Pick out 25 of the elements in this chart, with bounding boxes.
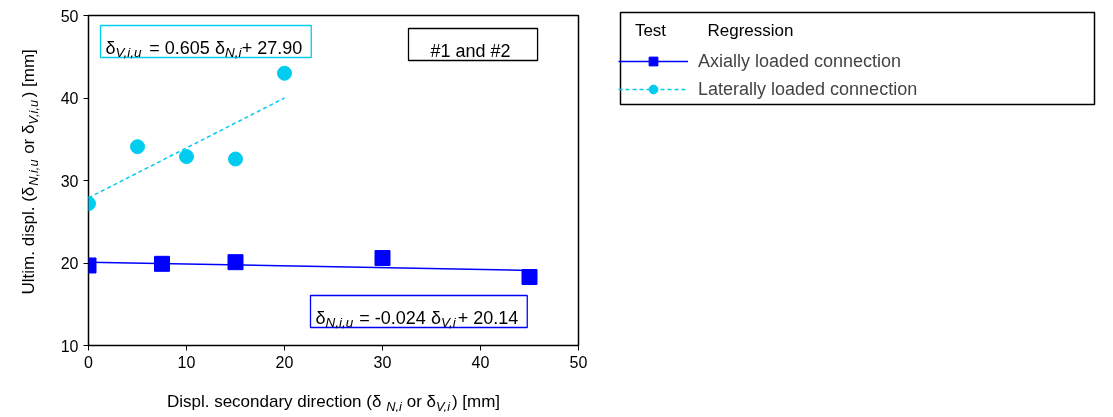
point bbox=[277, 65, 292, 81]
x-tick-label: 50 bbox=[569, 353, 588, 371]
y-tick-label: 50 bbox=[60, 7, 79, 25]
y-tick-label: 20 bbox=[60, 255, 79, 272]
y-axis-title: Ultim. displ. (δN,i,u or δV,i,u) [mm] bbox=[19, 49, 42, 295]
x-tick-label: 30 bbox=[373, 353, 392, 371]
x-tick-label: 40 bbox=[471, 353, 490, 371]
y-tick-label: 30 bbox=[60, 172, 79, 190]
legend-label: Laterally loaded connection bbox=[698, 78, 918, 100]
legend-label: Axially loaded connection bbox=[698, 50, 902, 72]
text: Test bbox=[634, 21, 667, 40]
y-tick-label: 40 bbox=[60, 90, 79, 107]
point bbox=[227, 254, 244, 271]
point bbox=[130, 139, 145, 155]
point bbox=[228, 151, 243, 167]
x-tick-label: 20 bbox=[275, 353, 294, 371]
text: Regression bbox=[707, 21, 794, 40]
x-tick-label: 10 bbox=[177, 353, 196, 371]
point bbox=[374, 250, 391, 267]
annotation: #1 and #2 bbox=[430, 40, 511, 61]
point bbox=[179, 149, 194, 165]
point bbox=[154, 255, 170, 272]
x-tick-label: 0 bbox=[84, 353, 94, 371]
point bbox=[521, 269, 538, 286]
y-tick-label: 10 bbox=[60, 337, 79, 355]
